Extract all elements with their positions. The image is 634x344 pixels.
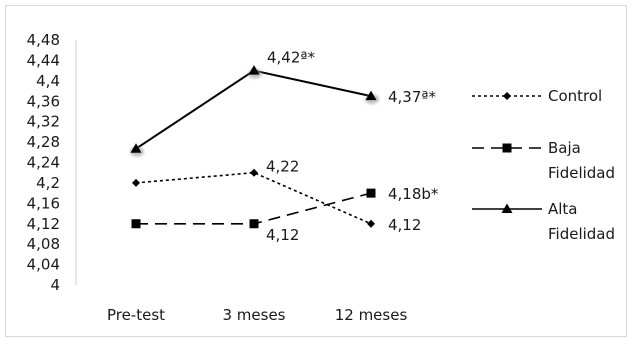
data-label: 4,42ª* xyxy=(267,49,315,67)
y-tick-label: 4,08 xyxy=(27,235,60,253)
y-tick-label: 4,32 xyxy=(27,113,60,131)
legend-label: Control xyxy=(548,87,602,105)
y-tick-label: 4,24 xyxy=(27,154,60,172)
x-tick-label: 3 meses xyxy=(222,306,285,324)
data-point-triangle xyxy=(365,90,377,101)
y-tick-label: 4,2 xyxy=(36,174,60,192)
data-point-square xyxy=(249,219,259,229)
data-label: 4,37ª* xyxy=(388,88,436,106)
data-point-triangle xyxy=(501,203,513,213)
x-tick-label: Pre-test xyxy=(107,306,165,324)
y-axis-ticks: 4,48 4,44 4,4 4,36 4,32 4,28 4,24 4,2 4,16 4,12 4,… xyxy=(27,31,60,294)
data-label: 4,12 xyxy=(266,226,299,244)
y-tick-label: 4,36 xyxy=(27,92,60,110)
y-tick-label: 4 xyxy=(50,276,60,294)
data-point-diamond xyxy=(250,168,258,177)
y-tick-label: 4,4 xyxy=(36,72,60,90)
series-line-2 xyxy=(135,69,372,150)
data-point-diamond xyxy=(503,92,511,100)
legend-label: Alta Fidelidad xyxy=(548,200,615,243)
data-point-diamond xyxy=(367,219,375,228)
series-line-0 xyxy=(135,171,372,225)
data-point-diamond xyxy=(132,178,140,187)
data-point-triangle xyxy=(130,143,142,153)
y-tick-label: 4,12 xyxy=(27,215,60,233)
legend: Control Baja Fidelidad Alta Fidelidad xyxy=(472,87,615,243)
y-tick-label: 4,44 xyxy=(27,51,60,69)
data-label: 4,18b* xyxy=(388,185,439,203)
data-labels: 4,22 4,12 4,12 4,18b* 4,42ª* 4,37ª* xyxy=(266,49,439,244)
x-tick-label: 12 meses xyxy=(335,306,408,324)
x-axis-ticks: Pre-test 3 meses 12 meses xyxy=(107,306,407,324)
y-tick-label: 4,16 xyxy=(27,194,60,212)
data-point-triangle xyxy=(248,65,260,75)
series-group xyxy=(130,65,379,229)
data-label: 4,12 xyxy=(388,216,421,234)
series-line-1 xyxy=(136,192,372,225)
data-point-square xyxy=(131,219,141,229)
data-label: 4,22 xyxy=(266,158,299,176)
chart-frame xyxy=(5,5,627,337)
data-point-square xyxy=(502,143,512,153)
y-tick-label: 4,04 xyxy=(27,256,60,274)
y-tick-label: 4,28 xyxy=(27,133,60,151)
y-tick-label: 4,48 xyxy=(27,31,60,49)
legend-label: Baja Fidelidad xyxy=(548,139,615,182)
data-point-square xyxy=(366,188,376,198)
